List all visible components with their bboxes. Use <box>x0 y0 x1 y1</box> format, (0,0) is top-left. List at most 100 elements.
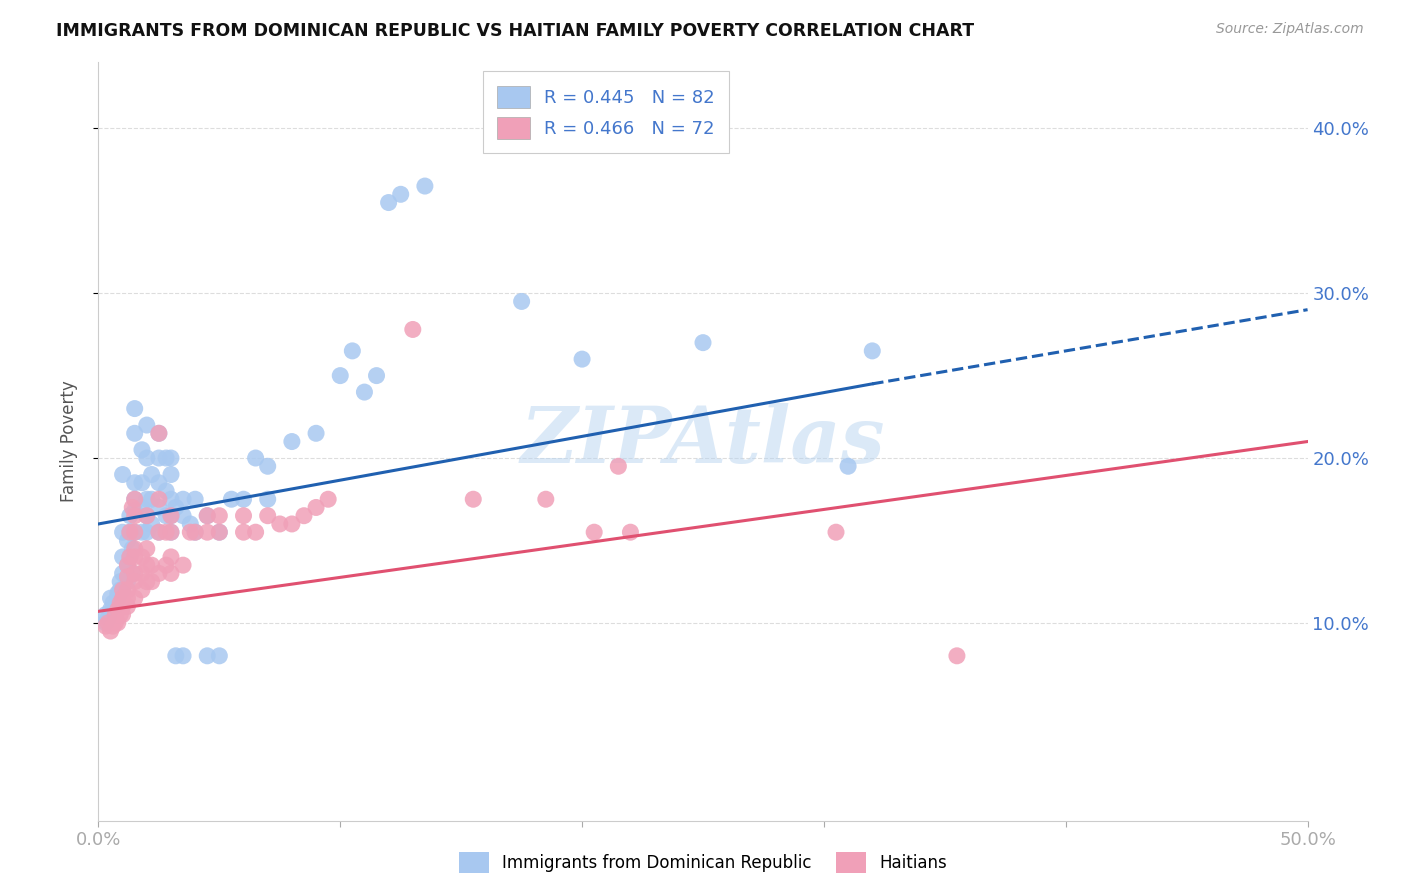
Point <box>172 492 194 507</box>
Point <box>131 549 153 564</box>
Point <box>148 492 170 507</box>
Point <box>256 508 278 523</box>
Point <box>269 516 291 531</box>
Point <box>124 574 146 589</box>
Point <box>107 591 129 606</box>
Point <box>117 558 139 573</box>
Point <box>141 574 163 589</box>
Point <box>160 467 183 482</box>
Point <box>108 596 131 610</box>
Point <box>107 602 129 616</box>
Point <box>131 442 153 457</box>
Point <box>118 525 141 540</box>
Y-axis label: Family Poverty: Family Poverty <box>59 381 77 502</box>
Point <box>329 368 352 383</box>
Point <box>366 368 388 383</box>
Text: ZIPAtlas: ZIPAtlas <box>520 403 886 480</box>
Point <box>510 294 533 309</box>
Point <box>124 549 146 564</box>
Point <box>179 525 201 540</box>
Point <box>124 475 146 490</box>
Point <box>160 492 183 507</box>
Point <box>135 492 157 507</box>
Point <box>117 558 139 573</box>
Point <box>124 492 146 507</box>
Point <box>155 558 177 573</box>
Point <box>117 591 139 606</box>
Point <box>121 566 143 581</box>
Point <box>155 450 177 465</box>
Point <box>107 586 129 600</box>
Point <box>534 492 557 507</box>
Point <box>281 434 304 449</box>
Point <box>131 500 153 515</box>
Text: IMMIGRANTS FROM DOMINICAN REPUBLIC VS HAITIAN FAMILY POVERTY CORRELATION CHART: IMMIGRANTS FROM DOMINICAN REPUBLIC VS HA… <box>56 22 974 40</box>
Point <box>165 500 187 515</box>
Point <box>111 599 134 614</box>
Point <box>583 525 606 540</box>
Point <box>292 508 315 523</box>
Point <box>131 525 153 540</box>
Point <box>245 525 267 540</box>
Point <box>108 582 131 597</box>
Point <box>837 459 859 474</box>
Point <box>101 619 124 633</box>
Point <box>124 508 146 523</box>
Point <box>619 525 641 540</box>
Point <box>256 492 278 507</box>
Point <box>148 426 170 441</box>
Point <box>117 582 139 597</box>
Point <box>118 549 141 564</box>
Point <box>160 450 183 465</box>
Point <box>148 450 170 465</box>
Point <box>160 566 183 581</box>
Point <box>117 533 139 548</box>
Point <box>208 508 231 523</box>
Point <box>135 525 157 540</box>
Point <box>232 525 254 540</box>
Point <box>221 492 243 507</box>
Point <box>172 508 194 523</box>
Point <box>184 525 207 540</box>
Point <box>195 508 218 523</box>
Point <box>111 582 134 597</box>
Point <box>305 500 328 515</box>
Point <box>232 508 254 523</box>
Point <box>124 504 146 518</box>
Point <box>124 492 146 507</box>
Point <box>124 525 146 540</box>
Point <box>165 648 187 663</box>
Point <box>316 492 339 507</box>
Point <box>135 541 157 556</box>
Point <box>208 525 231 540</box>
Legend: Immigrants from Dominican Republic, Haitians: Immigrants from Dominican Republic, Hait… <box>451 846 955 880</box>
Point <box>232 492 254 507</box>
Point <box>155 525 177 540</box>
Point <box>141 467 163 482</box>
Point <box>117 574 139 589</box>
Point <box>124 591 146 606</box>
Point <box>208 525 231 540</box>
Point <box>135 574 157 589</box>
Point <box>148 525 170 540</box>
Point <box>353 385 375 400</box>
Point <box>402 322 425 336</box>
Point <box>124 401 146 416</box>
Point <box>155 483 177 498</box>
Point <box>148 475 170 490</box>
Point <box>111 607 134 622</box>
Point <box>124 566 146 581</box>
Point <box>135 418 157 433</box>
Point <box>571 352 593 367</box>
Point <box>160 549 183 564</box>
Point <box>117 570 139 584</box>
Point <box>825 525 848 540</box>
Point <box>97 615 120 630</box>
Point <box>148 525 170 540</box>
Point <box>121 500 143 515</box>
Point <box>124 525 146 540</box>
Point <box>100 602 122 616</box>
Point <box>111 591 134 606</box>
Point <box>305 426 328 441</box>
Point <box>131 566 153 581</box>
